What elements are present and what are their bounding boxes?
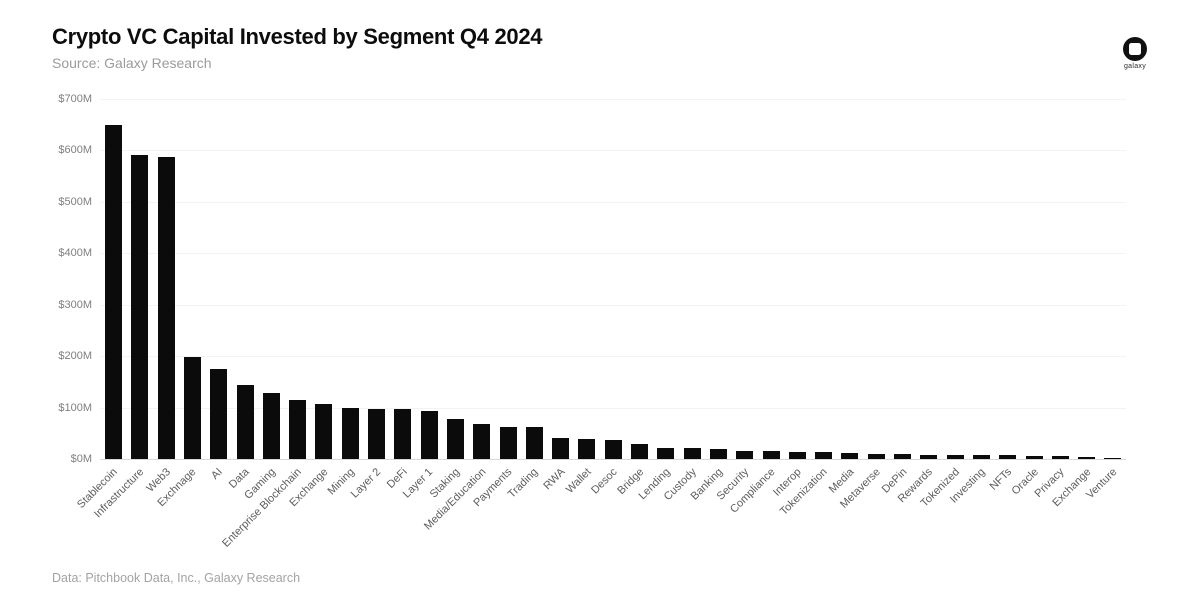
bar-layer-1 [420,411,438,459]
bar-privacy [1051,456,1069,459]
y-tick-label: $0M [70,453,92,465]
bar-rwa [552,438,570,459]
bar-oracle [1025,455,1043,459]
gridline-$400M [100,253,1126,255]
y-tick-label: $400M [58,247,92,260]
galaxy-logo-square [1129,43,1141,55]
chart-header: Crypto VC Capital Invested by Segment Q4… [52,24,543,71]
bar-tokenized [946,454,964,459]
bar-mining [341,407,359,459]
bar-rewards [920,454,938,459]
bar-custody [683,448,701,459]
bar-tokenization [815,452,833,459]
x-tick-label: Desoc [589,466,620,497]
bar-payments [499,426,517,459]
bar-defi [394,409,412,459]
bar-depin [894,454,911,459]
x-tick-label: AI [209,466,226,482]
y-tick-label: $300M [58,298,92,311]
y-tick-label: $600M [58,144,92,157]
bar-exchange [315,403,333,459]
bar-venture [1104,457,1122,459]
bar-ai [210,369,228,459]
bar-media [841,452,859,459]
bar-exchnage [183,357,201,459]
data-attribution: Data: Pitchbook Data, Inc., Galaxy Resea… [52,571,301,585]
bar-media-education [473,423,491,459]
gridline-$700M [100,99,1126,100]
bar-layer-2 [368,408,385,459]
gridline-$300M [100,304,1126,306]
galaxy-logo-label: galaxy [1123,63,1147,70]
bar-infrastructure [131,155,149,459]
gridline-$0M [100,459,1126,460]
chart-title: Crypto VC Capital Invested by Segment Q4… [52,24,543,49]
bar-metaverse [867,453,885,459]
y-tick-label: $700M [58,93,92,105]
y-tick-label: $200M [58,350,92,363]
x-tick-label: Wallet [563,466,594,496]
chart-source-subtitle: Source: Galaxy Research [52,55,212,71]
bar-nfts [999,455,1017,459]
bar-security [736,451,754,459]
bar-data [236,384,254,459]
y-tick-label: $500M [58,195,92,208]
bar-wallet [578,439,596,459]
bar-interop [788,452,806,459]
bar-enterprise-blockchain [289,399,307,459]
galaxy-logo-icon [1123,37,1147,61]
y-tick-label: $100M [58,401,92,414]
bar-stablecoin [105,125,122,459]
bar-staking [446,419,464,459]
bar-investing [972,455,990,459]
bar-trading [525,427,543,459]
bar-bridge [631,444,648,459]
gridline-$100M [100,407,1126,409]
bar-exchange [1078,457,1096,459]
galaxy-logo: galaxy [1122,37,1148,70]
bar-desoc [604,440,622,459]
bar-web3 [157,157,175,459]
gridline-$200M [100,356,1126,358]
bar-compliance [762,451,780,459]
bar-gaming [262,393,280,459]
x-tick-label: RWA [540,466,568,493]
bar-banking [709,449,727,459]
gridline-$500M [100,201,1126,203]
bar-lending [657,447,675,459]
gridline-$600M [100,150,1126,152]
